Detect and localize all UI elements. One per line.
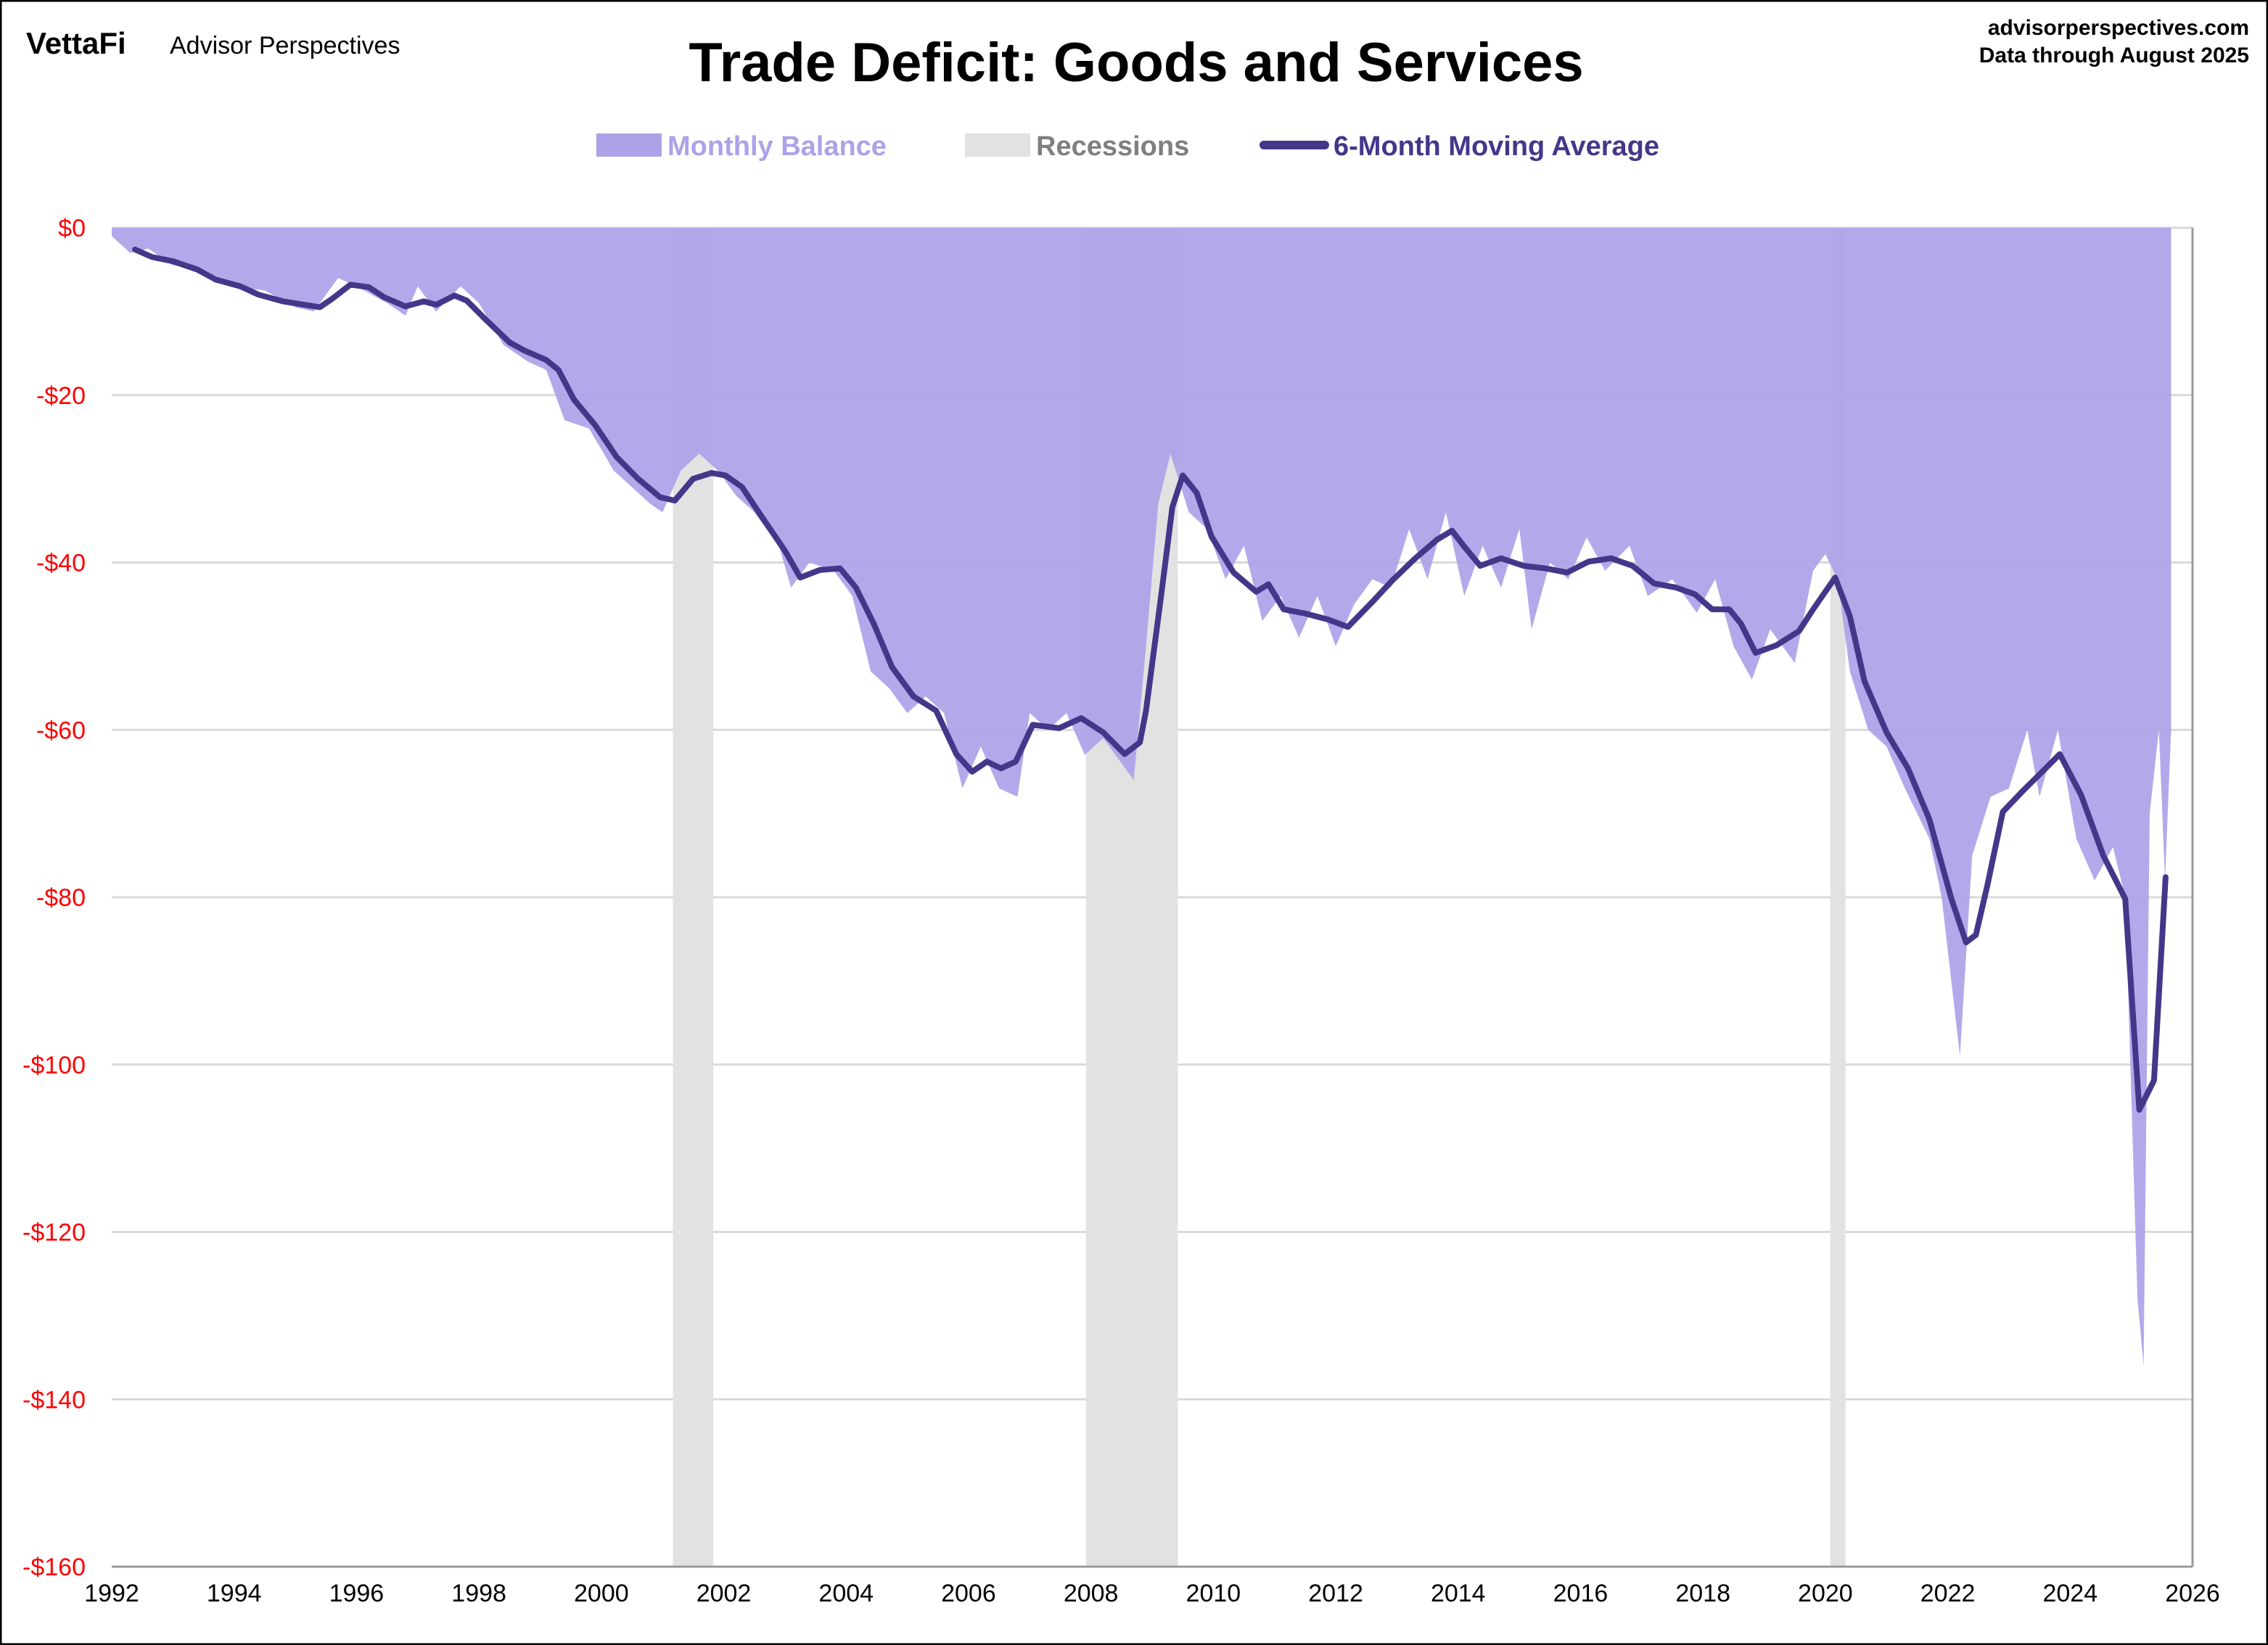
y-axis: $0 -$20 -$40 -$60 -$80 -$100 -$120 -$140 -$160 <box>22 215 86 1581</box>
y-tick-label: -$160 <box>22 1554 86 1581</box>
legend-swatch-average <box>1260 141 1329 149</box>
x-tick-label: 2000 <box>574 1580 629 1607</box>
x-tick-label: 2018 <box>1675 1580 1730 1607</box>
x-tick-label: 1998 <box>451 1580 506 1607</box>
y-tick-label: -$60 <box>36 717 86 744</box>
x-tick-label: 2010 <box>1186 1580 1241 1607</box>
x-tick-label: 2006 <box>941 1580 996 1607</box>
x-tick-label: 2004 <box>818 1580 874 1607</box>
moving-average-line <box>132 246 2169 1113</box>
x-tick-label: 2020 <box>1798 1580 1853 1607</box>
x-tick-label: 2014 <box>1431 1580 1486 1607</box>
legend: Monthly Balance Recessions 6-Month Movin… <box>596 131 1659 162</box>
y-tick-label: -$80 <box>36 884 86 912</box>
chart-title: Trade Deficit: Goods and Services <box>689 32 1583 94</box>
x-tick-label: 1992 <box>84 1580 139 1607</box>
x-tick-label: 1996 <box>329 1580 385 1607</box>
x-tick-label: 2002 <box>697 1580 752 1607</box>
monthly-balance-area <box>112 228 2172 1366</box>
legend-label-recessions: Recessions <box>1036 131 1189 162</box>
legend-swatch-recessions <box>965 133 1030 157</box>
legend-label-average: 6-Month Moving Average <box>1334 131 1659 162</box>
x-tick-label: 2016 <box>1553 1580 1608 1607</box>
x-tick-label: 1994 <box>207 1580 262 1607</box>
x-tick-label: 2012 <box>1308 1580 1363 1607</box>
legend-swatch-balance <box>596 133 662 157</box>
y-tick-label: -$100 <box>22 1052 86 1079</box>
brand-name: Advisor Perspectives <box>170 32 400 59</box>
x-axis: 1992 1994 1996 1998 2000 2002 2004 2006 2008 2010… <box>84 1580 2220 1607</box>
site-url: advisorperspectives.com <box>1988 16 2249 40</box>
y-tick-label: -$120 <box>22 1219 86 1247</box>
vettafi-logo: VettaFi <box>26 26 126 60</box>
legend-label-balance: Monthly Balance <box>667 131 887 162</box>
y-tick-label: -$20 <box>36 382 86 410</box>
x-tick-label: 2024 <box>2042 1580 2098 1607</box>
y-tick-label: $0 <box>58 215 86 242</box>
x-tick-label: 2022 <box>1920 1580 1976 1607</box>
series-layer <box>112 228 2172 1366</box>
y-tick-label: -$140 <box>22 1386 86 1414</box>
x-tick-label: 2026 <box>2165 1580 2220 1607</box>
x-tick-label: 2008 <box>1064 1580 1119 1607</box>
data-through: Data through August 2025 <box>1979 44 2249 67</box>
y-tick-label: -$40 <box>36 550 86 577</box>
